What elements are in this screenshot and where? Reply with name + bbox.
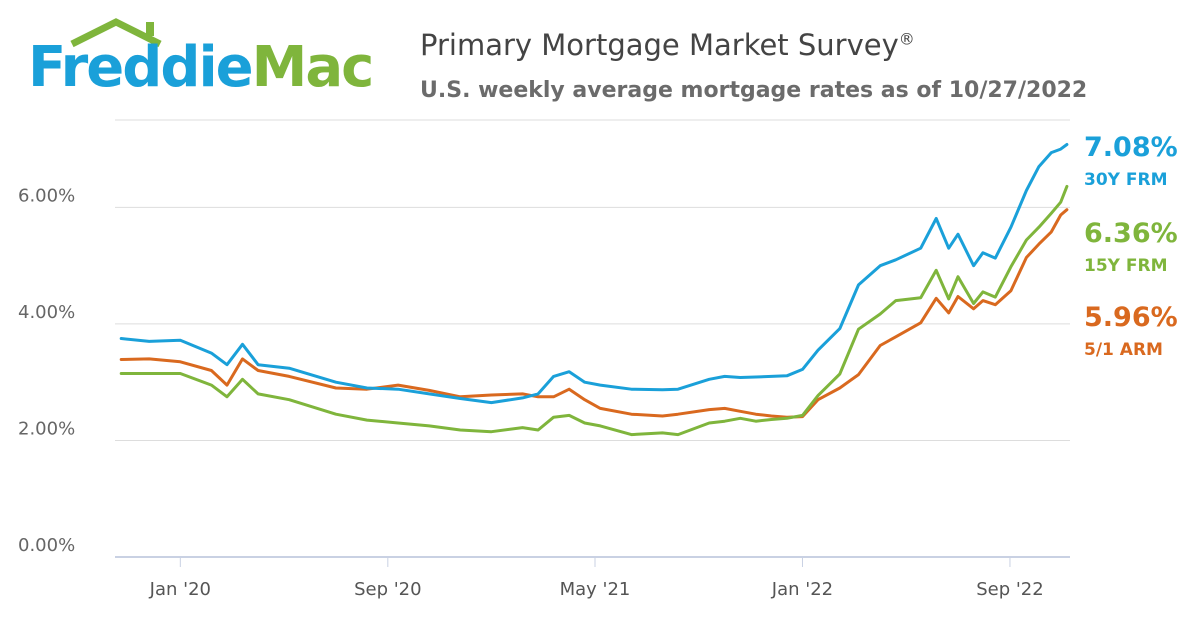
series-end-name: 30Y FRM [1084,170,1168,190]
chart-title: Primary Mortgage Market Survey® [420,28,915,62]
series-line-15y-frm [119,184,1069,437]
series-end-value: 5.96% [1084,302,1178,333]
logo-wordmark-freddie: Freddie [28,35,254,100]
logo-wordmark-mac: Mac [251,35,375,100]
y-tick-label: 0.00% [18,535,75,556]
series-line-30y-frm [119,143,1069,405]
series-end-name: 15Y FRM [1084,256,1168,276]
x-axis: Jan '20 Sep '20 May '21 Jan '22 Sep '22 [149,557,1044,600]
series-end-name: 5/1 ARM [1084,340,1163,360]
registered-mark: ® [898,29,915,49]
logo-wordmark: FreddieMac [28,40,374,96]
y-tick-label: 6.00% [18,185,75,206]
x-tick-label: Sep '22 [976,579,1044,600]
x-tick-label: Jan '20 [149,579,211,600]
chart-title-text: Primary Mortgage Market Survey [420,28,899,62]
series-end-value: 7.08% [1084,132,1178,163]
series-end-value: 6.36% [1084,218,1178,249]
freddie-mac-logo: FreddieMac [28,18,378,103]
chart-subtitle: U.S. weekly average mortgage rates as of… [420,78,1088,103]
series-line-5-1-arm [119,208,1069,419]
x-tick-label: May '21 [560,579,631,600]
x-tick-label: Sep '20 [354,579,422,600]
y-tick-label: 4.00% [18,302,75,323]
gridlines: 0.00% 2.00% 4.00% 6.00% [18,119,1070,558]
series-lines [119,143,1069,437]
house-roof-icon [70,18,162,48]
y-tick-label: 2.00% [18,418,75,439]
x-tick-label: Jan '22 [771,579,833,600]
